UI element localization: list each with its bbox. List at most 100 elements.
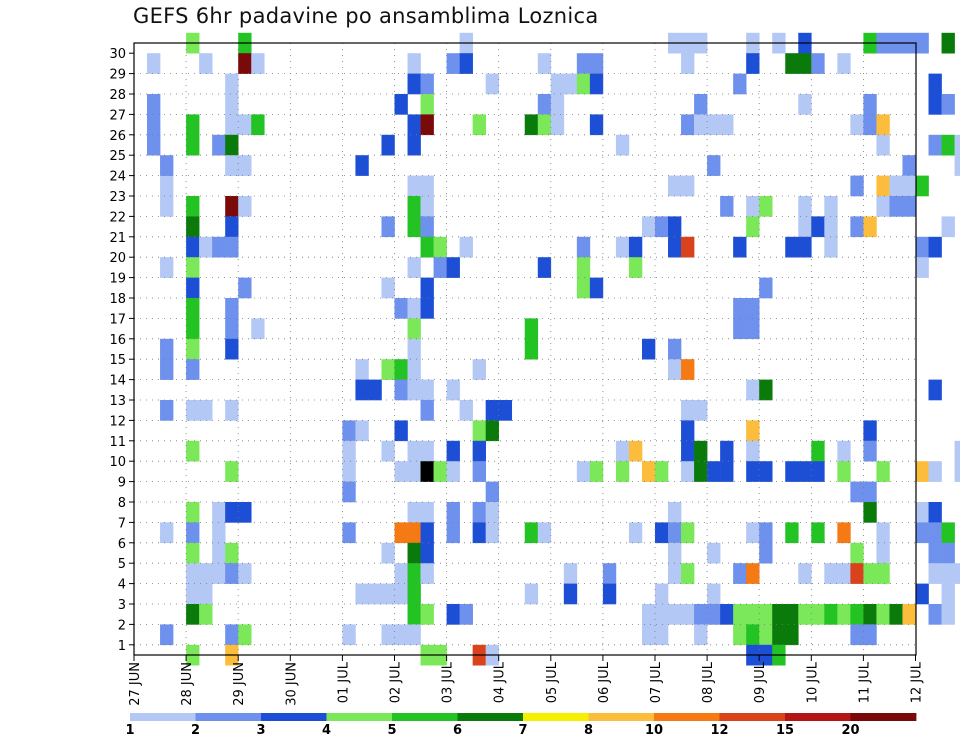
heatmap-cell <box>759 624 773 646</box>
chart-title: GEFS 6hr padavine po ansamblima Loznica <box>133 4 599 28</box>
heatmap-cell <box>225 542 239 564</box>
heatmap-cell <box>199 563 213 584</box>
heatmap-cell <box>186 338 200 360</box>
heatmap-cell <box>850 175 864 197</box>
heatmap-cell <box>160 257 174 278</box>
heatmap-cell <box>420 400 434 421</box>
heatmap-cell <box>837 461 851 482</box>
y-tick-label: 27 <box>109 108 126 123</box>
x-tick-label: 09 JUL <box>753 661 768 703</box>
heatmap-cell <box>641 604 656 625</box>
heatmap-cell <box>576 53 591 74</box>
heatmap-cell <box>928 94 942 115</box>
heatmap-cell <box>212 236 226 258</box>
heatmap-cell <box>720 604 734 625</box>
heatmap-cell <box>186 440 200 462</box>
heatmap-cell <box>746 440 760 462</box>
y-tick-label: 24 <box>109 170 126 185</box>
legend-swatch <box>261 713 327 721</box>
y-tick-label: 26 <box>109 129 126 144</box>
heatmap-cell <box>928 522 942 544</box>
heatmap-cell <box>381 583 395 605</box>
heatmap-cell <box>576 257 591 278</box>
heatmap-cell <box>485 502 500 523</box>
legend-label: 12 <box>710 723 728 738</box>
heatmap-cell <box>837 522 851 544</box>
heatmap-cell <box>394 359 408 380</box>
heatmap-cell <box>928 379 942 401</box>
heatmap-cell <box>850 481 864 503</box>
heatmap-cell <box>576 277 591 299</box>
heatmap-cell <box>902 155 916 176</box>
heatmap-cell <box>876 134 890 156</box>
heatmap-cell <box>824 216 838 238</box>
heatmap-cell <box>876 175 890 197</box>
heatmap-cell <box>381 277 395 299</box>
legend-label: 1 <box>125 723 134 738</box>
heatmap-cell <box>186 522 200 544</box>
heatmap-cell <box>407 134 421 156</box>
legend-label: 6 <box>453 723 462 738</box>
heatmap-cell <box>407 175 421 197</box>
heatmap-cell <box>785 53 799 74</box>
heatmap-cell <box>342 481 356 503</box>
heatmap-cell <box>615 440 630 462</box>
heatmap-cell <box>746 604 760 625</box>
heatmap-cell <box>824 604 838 625</box>
heatmap-cell <box>615 236 630 258</box>
heatmap-cell <box>576 236 591 258</box>
heatmap-cell <box>420 379 434 401</box>
heatmap-cell <box>850 216 864 238</box>
heatmap-cell <box>342 624 356 646</box>
heatmap-cell <box>746 624 760 646</box>
legend-swatch <box>719 713 786 721</box>
heatmap-cell <box>355 379 369 401</box>
legend-swatch <box>457 713 524 721</box>
heatmap-cell <box>147 53 161 74</box>
y-tick-label: 13 <box>109 394 126 409</box>
heatmap-cell <box>720 114 734 136</box>
y-tick-label: 22 <box>109 210 126 225</box>
heatmap-cell <box>876 461 890 482</box>
y-tick-label: 2 <box>118 618 126 633</box>
heatmap-cell <box>394 522 408 544</box>
y-tick-label: 8 <box>118 496 126 511</box>
heatmap-cell <box>759 461 773 482</box>
heatmap-cell <box>342 420 356 442</box>
heatmap-cell <box>472 114 486 136</box>
heatmap-cell <box>602 563 617 584</box>
heatmap-cell <box>694 94 708 115</box>
heatmap-cell <box>733 298 747 319</box>
heatmap-cell <box>902 196 916 217</box>
heatmap-cell <box>668 216 682 238</box>
heatmap-cell <box>407 53 421 74</box>
heatmap-cell <box>915 522 929 544</box>
heatmap-cell <box>655 461 669 482</box>
heatmap-cell <box>915 236 929 258</box>
heatmap-cell <box>342 440 356 462</box>
heatmap-cell <box>472 502 486 523</box>
heatmap-cell <box>238 155 252 176</box>
heatmap-cell <box>186 563 200 584</box>
heatmap-cell <box>850 604 864 625</box>
heatmap-cell <box>876 563 890 584</box>
heatmap-cell <box>381 134 395 156</box>
heatmap-cell <box>681 461 695 482</box>
y-tick-label: 15 <box>109 353 126 368</box>
heatmap-cell <box>785 236 799 258</box>
heatmap-cell <box>928 73 942 95</box>
heatmap-cell <box>628 257 643 278</box>
y-tick-label: 7 <box>118 516 126 531</box>
legend-swatch <box>523 713 589 721</box>
heatmap-cell <box>433 236 447 258</box>
heatmap-cell <box>655 583 669 605</box>
color-legend: 1 2 3 4 5 6 7 8 10 12 15 20 <box>125 713 917 738</box>
x-tick-label: 30 JUN <box>284 662 299 706</box>
heatmap-cell <box>368 583 382 605</box>
x-tick-label: 01 JUL <box>336 661 351 703</box>
heatmap-cell <box>186 400 200 421</box>
heatmap-cell <box>733 236 747 258</box>
legend-label: 8 <box>584 723 593 738</box>
heatmap-cell <box>433 257 447 278</box>
heatmap-cell <box>394 298 408 319</box>
